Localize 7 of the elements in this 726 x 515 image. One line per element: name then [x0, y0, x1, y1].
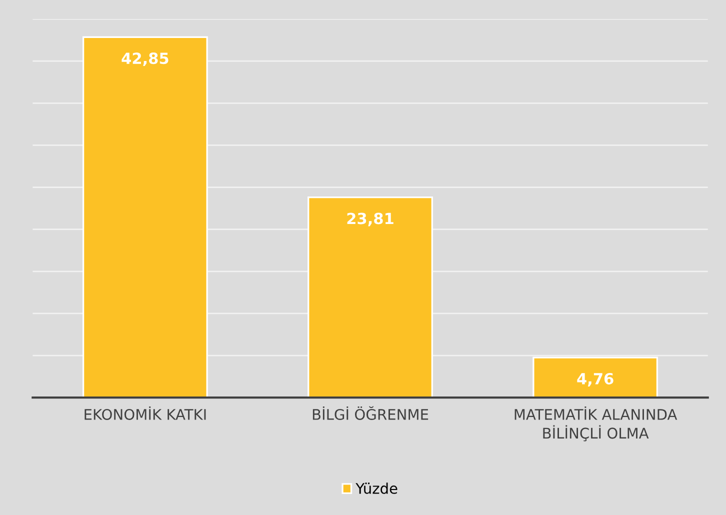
- x-tick-label: MATEMATİK ALANINDA BİLİNÇLİ OLMA: [514, 406, 678, 442]
- x-tick-label: BİLGİ ÖĞRENME: [312, 406, 428, 420]
- data-label: 42,85: [122, 52, 168, 66]
- x-tick-label: EKONOMİK KATKI: [84, 406, 206, 420]
- data-label: 23,81: [347, 212, 394, 226]
- legend-label: Yüzde: [356, 482, 398, 494]
- data-label: 4,76: [577, 372, 614, 386]
